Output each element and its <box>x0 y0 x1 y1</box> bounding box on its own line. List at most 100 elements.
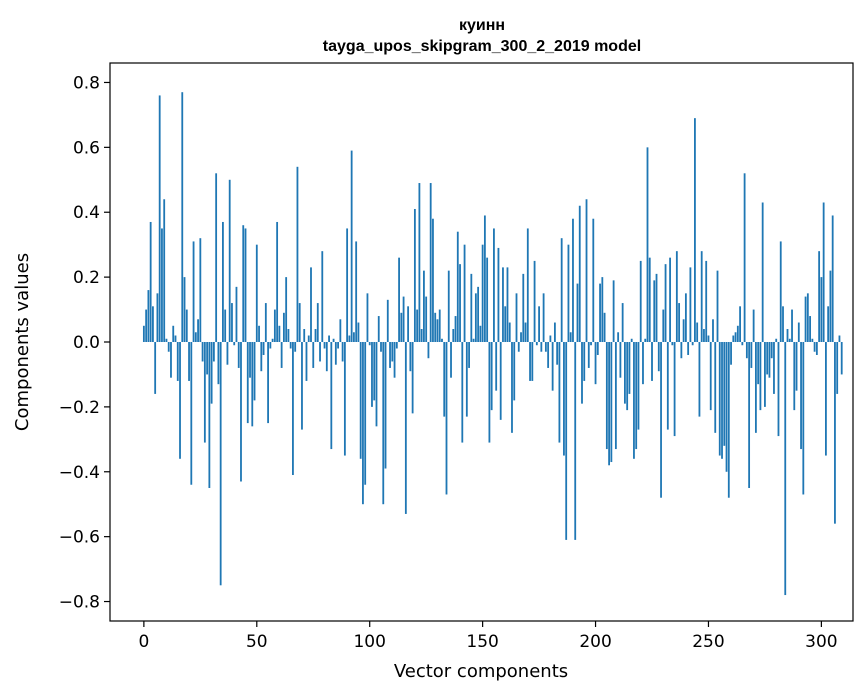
bar <box>161 228 163 342</box>
bar <box>206 342 209 375</box>
bar <box>793 342 796 411</box>
bar <box>621 303 624 342</box>
bar <box>294 342 297 352</box>
bar <box>678 303 681 342</box>
bar <box>748 342 751 488</box>
bar <box>800 342 802 450</box>
bar <box>273 309 276 342</box>
bar <box>197 319 199 342</box>
bar <box>246 342 249 424</box>
bar <box>416 309 419 342</box>
bar <box>624 342 626 404</box>
bar <box>655 273 658 342</box>
y-tick-label: 0.2 <box>73 268 100 288</box>
bar <box>260 342 263 372</box>
bar <box>350 150 353 342</box>
bar <box>427 342 430 359</box>
bar <box>556 342 559 365</box>
bar <box>820 277 823 342</box>
bar <box>513 342 516 401</box>
bar <box>705 260 708 342</box>
bar <box>700 251 703 342</box>
bar <box>212 342 215 362</box>
x-tick-label: 100 <box>353 632 385 652</box>
bar <box>179 342 181 459</box>
bar <box>456 231 459 342</box>
bar <box>520 332 522 342</box>
bar <box>382 342 385 505</box>
y-axis-label: Components values <box>12 253 33 431</box>
bar <box>725 342 728 472</box>
bar <box>504 306 507 342</box>
bar <box>617 332 620 342</box>
chart-title-line1: куинн <box>459 17 505 34</box>
bar <box>303 329 306 342</box>
bar <box>569 332 572 342</box>
bar <box>242 225 245 342</box>
bar <box>282 312 285 342</box>
bar <box>671 342 674 346</box>
bar <box>355 241 358 342</box>
bar <box>325 342 328 372</box>
bar <box>784 342 787 596</box>
x-tick-label: 150 <box>466 632 498 652</box>
bar <box>312 342 315 368</box>
bar <box>669 257 671 342</box>
bar <box>287 329 290 342</box>
y-tick-label: −0.2 <box>59 398 100 418</box>
bar <box>691 342 694 346</box>
bar <box>343 342 346 456</box>
bar <box>626 342 629 411</box>
bar <box>301 342 303 430</box>
bar <box>551 342 554 391</box>
bar <box>522 273 525 342</box>
bar <box>438 309 441 342</box>
bar <box>371 342 373 407</box>
bar <box>628 342 631 394</box>
bar <box>727 342 730 498</box>
y-tick-label: −0.6 <box>59 528 100 548</box>
bar <box>689 267 692 342</box>
bar <box>797 322 800 342</box>
bar <box>736 325 739 342</box>
bar <box>170 342 172 378</box>
bar <box>203 342 206 443</box>
bar <box>712 319 714 342</box>
bar <box>687 342 690 355</box>
bar <box>380 342 382 352</box>
bar <box>215 173 218 342</box>
bar <box>181 92 184 342</box>
bar <box>163 199 166 342</box>
bar <box>375 342 378 427</box>
bar <box>217 342 220 385</box>
bar <box>176 342 179 381</box>
bar <box>152 306 154 342</box>
bar <box>310 267 312 342</box>
bar <box>773 342 775 394</box>
bar <box>328 335 330 342</box>
bar <box>714 342 717 433</box>
bar <box>549 335 552 342</box>
bar <box>585 199 588 342</box>
bar <box>831 215 834 342</box>
bar <box>165 338 168 342</box>
bar <box>757 342 760 385</box>
bar <box>730 342 732 365</box>
bar <box>409 342 412 372</box>
bar <box>479 325 482 342</box>
bar <box>836 342 839 394</box>
bar <box>305 342 308 381</box>
bar <box>441 338 443 342</box>
bar <box>483 215 486 342</box>
bar <box>337 342 339 349</box>
bar <box>703 329 705 342</box>
bar <box>553 322 556 342</box>
bar <box>461 342 464 443</box>
bar <box>208 342 211 488</box>
bar <box>761 202 764 342</box>
bar <box>612 280 615 342</box>
bar <box>782 306 784 342</box>
bar <box>515 293 518 342</box>
bar <box>648 257 651 342</box>
bar <box>657 342 660 372</box>
